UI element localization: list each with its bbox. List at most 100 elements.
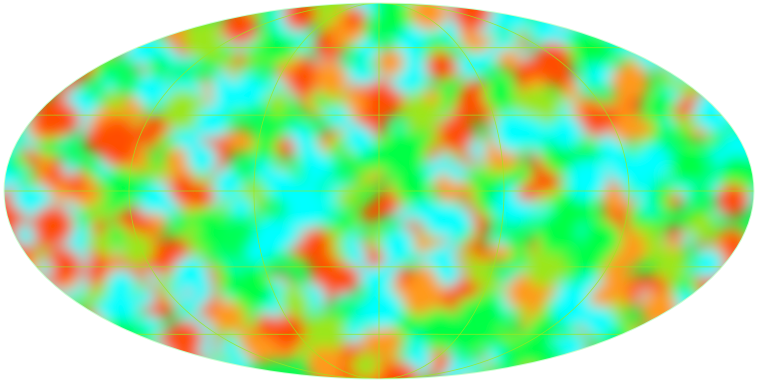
field-blob: [50, 181, 72, 204]
field-blob: [4, 251, 46, 295]
field-blob: [99, 318, 139, 358]
field-blob: [186, 143, 218, 175]
field-blob: [72, 25, 92, 45]
field-blob: [62, 353, 77, 367]
field-blob: [4, 308, 40, 350]
field-blob: [11, 186, 36, 211]
field-blob: [128, 18, 150, 40]
field-blob: [286, 67, 316, 97]
field-blob: [442, 324, 466, 348]
field-blob: [79, 308, 96, 325]
field-blob: [649, 4, 689, 43]
field-blob: [7, 309, 33, 335]
field-blob: [412, 235, 432, 255]
field-blob: [183, 18, 227, 61]
field-blob: [690, 307, 726, 343]
field-blob: [627, 97, 644, 113]
field-blob: [181, 358, 209, 379]
field-blob: [485, 346, 504, 365]
field-blob: [74, 4, 94, 24]
field-blob: [330, 263, 362, 295]
field-blob: [25, 341, 57, 374]
field-blob: [57, 313, 81, 337]
field-blob: [73, 319, 100, 346]
field-blob: [148, 272, 162, 286]
field-blob: [63, 39, 87, 63]
field-blob: [446, 162, 468, 183]
field-blob: [664, 224, 684, 244]
field-blob: [122, 93, 136, 107]
field-blob: [713, 32, 745, 63]
field-blob: [4, 92, 24, 114]
field-blob: [9, 327, 48, 366]
field-blob: [468, 138, 489, 159]
field-blob: [31, 3, 66, 22]
field-blob: [149, 358, 190, 379]
field-blob: [275, 136, 296, 158]
field-blob: [668, 37, 694, 63]
field-blob: [60, 326, 84, 351]
field-blob: [535, 211, 579, 255]
field-blob: [301, 154, 328, 181]
field-blob: [720, 351, 752, 379]
field-blob: [641, 334, 675, 368]
field-blob: [142, 161, 160, 179]
field-blob: [65, 42, 82, 58]
field-blob: [513, 305, 529, 321]
field-blob: [638, 330, 660, 352]
field-blob: [410, 3, 449, 31]
field-blob: [394, 266, 413, 285]
map-outline: [3, 2, 755, 380]
field-blob: [559, 362, 596, 379]
field-blob: [164, 319, 204, 360]
field-blob: [4, 3, 32, 38]
field-blob: [218, 341, 233, 356]
field-blob: [565, 159, 608, 202]
field-blob: [693, 248, 724, 279]
field-blob: [7, 34, 26, 53]
field-blob: [96, 117, 141, 162]
field-blob: [111, 361, 139, 379]
field-blob: [576, 3, 607, 32]
field-blob: [56, 43, 97, 84]
field-blob: [6, 94, 28, 116]
field-blob: [667, 16, 697, 46]
field-blob: [86, 229, 107, 250]
field-blob: [136, 329, 153, 346]
field-blob: [686, 332, 719, 364]
field-blob: [4, 19, 29, 49]
field-blob: [664, 321, 678, 336]
field-blob: [425, 50, 456, 81]
field-blob: [583, 64, 597, 79]
field-blob: [713, 301, 742, 330]
field-blob: [133, 72, 170, 108]
field-blob: [183, 222, 199, 238]
field-blob: [611, 115, 641, 144]
field-blob: [678, 115, 698, 135]
field-blob: [521, 365, 537, 379]
field-blob: [84, 17, 118, 51]
field-blob: [42, 40, 65, 64]
field-blob: [681, 21, 708, 48]
field-blob: [4, 17, 17, 33]
field-blob: [581, 3, 625, 32]
field-blob: [483, 77, 517, 112]
field-blob: [77, 346, 107, 375]
field-blob: [381, 5, 411, 34]
field-blob: [131, 6, 152, 26]
field-blob: [622, 360, 634, 373]
field-blob: [335, 213, 355, 234]
field-blob: [70, 312, 106, 348]
field-blob: [636, 39, 667, 70]
field-blob: [32, 4, 69, 40]
field-blob: [288, 254, 301, 267]
field-blob: [719, 270, 754, 308]
field-blob: [529, 19, 553, 44]
field-blob: [713, 37, 754, 80]
field-blob: [47, 326, 67, 347]
field-blob: [119, 3, 146, 30]
field-blob: [38, 32, 73, 66]
field-blob: [198, 343, 214, 359]
field-blob: [4, 16, 32, 60]
field-blob: [62, 277, 77, 292]
